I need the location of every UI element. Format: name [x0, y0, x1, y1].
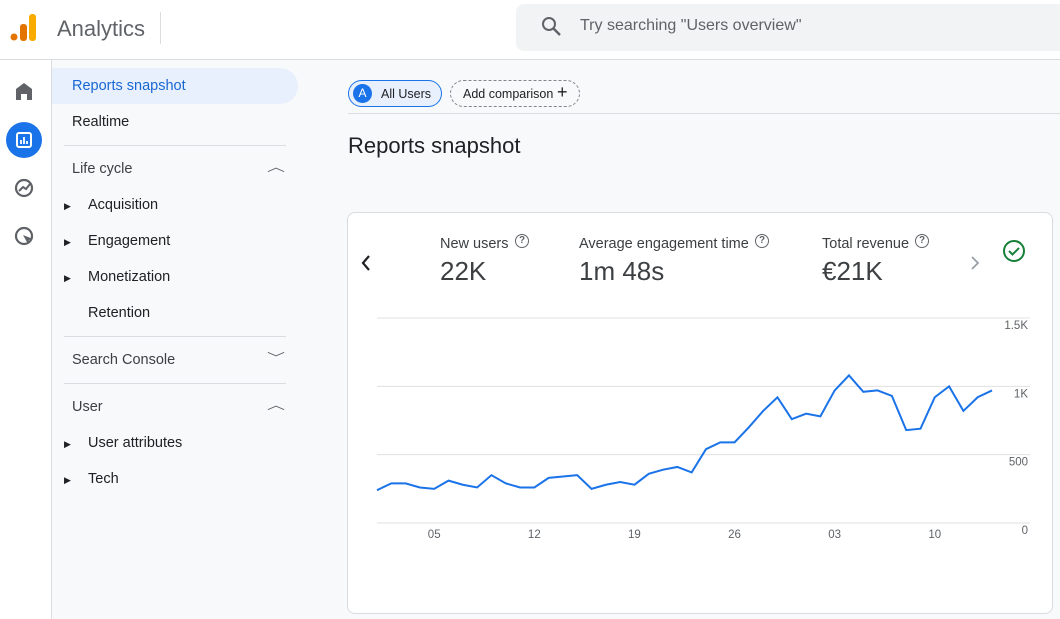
y-tick-label: 500 — [1009, 457, 1028, 469]
card — [347, 212, 1053, 614]
advertising-icon[interactable] — [14, 226, 34, 246]
page-title: Reports snapshot — [348, 133, 521, 158]
nav-item[interactable]: Retention — [88, 305, 151, 321]
y-tick-label: 0 — [1022, 525, 1028, 537]
nav-item[interactable]: Monetization — [88, 269, 171, 285]
chart: 0 500 1K 1.5K 05 12 19 26 03 10 — [376, 317, 1030, 541]
expand-arrow[interactable]: ▶ — [64, 439, 71, 449]
divider — [64, 336, 286, 337]
search-placeholder: Try searching "Users overview" — [580, 17, 802, 34]
x-tick-label: 12 — [528, 529, 541, 541]
divider — [64, 145, 286, 146]
home-icon[interactable] — [16, 83, 32, 100]
search-icon — [542, 17, 561, 36]
explore-icon[interactable] — [14, 178, 34, 198]
chevron[interactable]: ﹀ — [266, 351, 286, 365]
metric-label[interactable]: Average engagement time — [579, 236, 749, 252]
add-comparison-chip[interactable] — [450, 80, 580, 107]
plus-icon: + — [557, 82, 568, 102]
product-name: Analytics — [57, 16, 146, 41]
search-box[interactable] — [516, 4, 1060, 51]
nav-item[interactable]: Engagement — [88, 233, 171, 249]
x-tick-label: 05 — [428, 529, 441, 541]
nav-item[interactable]: Tech — [88, 471, 119, 487]
nav-item[interactable]: Realtime — [72, 114, 130, 130]
help-icon[interactable]: ? — [515, 234, 529, 248]
metric-value: 22K — [440, 256, 487, 286]
header — [0, 0, 1060, 60]
metric-label[interactable]: Total revenue — [822, 236, 910, 252]
line-series — [376, 373, 993, 492]
expand-arrow[interactable]: ▶ — [64, 273, 71, 283]
expand-arrow[interactable]: ▶ — [64, 201, 71, 211]
expand-arrow[interactable]: ▶ — [64, 237, 71, 247]
help-icon[interactable]: ? — [755, 234, 769, 248]
help-icon[interactable]: ? — [915, 234, 929, 248]
chevron[interactable]: ︿ — [266, 398, 286, 412]
logo[interactable] — [10, 12, 40, 44]
expand-arrow[interactable]: ▶ — [64, 475, 71, 485]
metric-label[interactable]: New users — [440, 236, 509, 252]
divider — [64, 383, 286, 384]
x-tick-label: 19 — [628, 529, 641, 541]
status-check[interactable] — [1002, 239, 1026, 263]
chip-avatar: A — [353, 84, 372, 103]
y-tick-label: 1.5K — [1004, 320, 1028, 332]
rail — [6, 83, 42, 246]
nav-item[interactable]: Reports snapshot — [72, 78, 186, 94]
prev-arrow[interactable] — [357, 253, 377, 273]
nav-item[interactable]: Acquisition — [88, 197, 159, 213]
x-tick-label: 03 — [828, 529, 841, 541]
chip-label: All Users — [381, 87, 432, 101]
nav-section-title[interactable]: Search Console — [72, 352, 176, 368]
nav-section-title[interactable]: Life cycle — [72, 161, 133, 177]
next-arrow[interactable] — [965, 253, 985, 273]
nav-selected-bg[interactable] — [52, 68, 298, 104]
nav-section-title[interactable]: User — [72, 399, 103, 415]
metric-value: €21K — [822, 256, 883, 286]
nav-item[interactable]: User attributes — [88, 435, 183, 451]
y-tick-label: 1K — [1014, 388, 1028, 400]
x-tick-label: 10 — [928, 529, 941, 541]
chevron[interactable]: ︿ — [266, 160, 286, 174]
x-tick-label: 26 — [728, 529, 741, 541]
metric-value: 1m 48s — [579, 256, 665, 286]
chip-label: Add comparison — [463, 87, 554, 101]
